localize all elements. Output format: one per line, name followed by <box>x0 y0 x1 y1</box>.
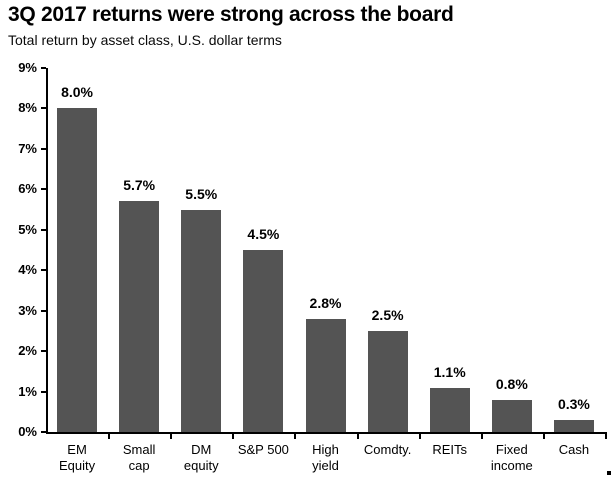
y-tick-label: 2% <box>18 343 37 359</box>
y-tick-label: 8% <box>18 100 37 116</box>
x-axis-tick <box>356 432 359 439</box>
category-label: DM equity <box>183 442 219 473</box>
bar-value-label: 5.7% <box>123 177 156 194</box>
chart-title: 3Q 2017 returns were strong across the b… <box>8 3 454 26</box>
bar-value-label: 8.0% <box>61 84 93 101</box>
bar-em-equity <box>57 108 98 432</box>
bar-value-label: 0.3% <box>557 395 590 412</box>
bar-fixed-income <box>491 399 532 432</box>
bar-comdty- <box>367 330 408 432</box>
y-tick-label: 6% <box>18 181 37 197</box>
bar-s-p-500 <box>243 250 284 432</box>
bar-value-label: 4.5% <box>247 226 280 242</box>
bar-small-cap <box>119 201 160 432</box>
x-axis-tick <box>542 432 545 439</box>
bar-high-yield <box>305 318 346 432</box>
category-label: Cash <box>558 442 590 457</box>
bar-reits <box>429 387 470 432</box>
y-axis-tick <box>41 390 46 393</box>
y-axis-tick <box>41 188 46 191</box>
category-label: S&P 500 <box>237 442 289 457</box>
bar-dm-equity <box>181 209 222 432</box>
category-label: EM Equity <box>58 442 96 473</box>
x-axis-tick <box>480 432 483 439</box>
bar-value-label: 5.5% <box>185 185 218 202</box>
y-axis-tick <box>41 309 46 312</box>
bar-value-label: 2.5% <box>371 306 404 323</box>
y-axis-tick <box>41 350 46 353</box>
category-label: Fixed income <box>490 442 533 473</box>
y-tick-label: 9% <box>18 60 37 75</box>
x-axis-tick <box>170 432 173 439</box>
y-axis-tick <box>41 107 46 110</box>
bar-value-label: 1.1% <box>433 363 466 380</box>
category-label: REITs <box>432 442 468 457</box>
bar-value-label: 0.8% <box>495 375 528 392</box>
x-axis-tick <box>294 432 297 439</box>
chart-subtitle: Total return by asset class, U.S. dollar… <box>8 32 282 48</box>
y-tick-label: 3% <box>18 302 37 318</box>
y-tick-label: 0% <box>18 424 37 439</box>
y-axis-tick <box>41 67 46 69</box>
bar-value-label: 2.8% <box>309 294 342 311</box>
y-axis-tick <box>41 431 46 433</box>
category-label: Small cap <box>122 442 156 473</box>
x-axis-tick <box>418 432 421 439</box>
y-tick-label: 5% <box>18 221 37 237</box>
x-axis-tick <box>605 432 607 439</box>
bar-cash <box>553 419 594 432</box>
y-axis-tick <box>41 269 46 272</box>
y-tick-label: 4% <box>18 262 37 278</box>
y-axis-line <box>46 68 48 434</box>
stray-dot <box>607 471 611 475</box>
y-tick-label: 1% <box>18 383 37 399</box>
x-axis-tick <box>232 432 235 439</box>
y-axis-tick <box>41 228 46 231</box>
category-label: Comdty. <box>363 442 412 457</box>
category-label: High yield <box>312 442 339 473</box>
x-axis-line <box>46 432 607 434</box>
y-axis-tick <box>41 147 46 150</box>
y-tick-label: 7% <box>18 140 37 156</box>
x-axis-tick <box>108 432 111 439</box>
